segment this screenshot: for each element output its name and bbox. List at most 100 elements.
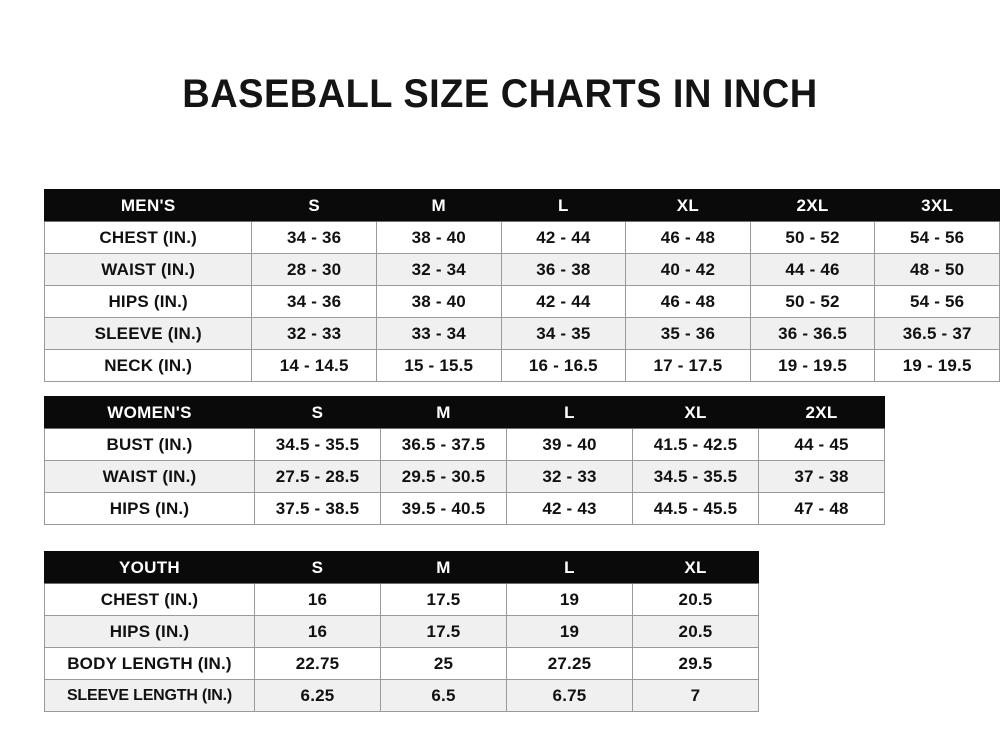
cell-value: 46 - 48 xyxy=(625,285,751,318)
cell-value: 6.5 xyxy=(380,679,507,712)
youth-header-l: L xyxy=(506,551,633,584)
mens-header-3xl: 3XL xyxy=(874,189,1000,222)
cell-value: 39 - 40 xyxy=(506,428,633,461)
mens-header-m: M xyxy=(375,189,502,222)
cell-value: 36 - 38 xyxy=(500,253,627,286)
page-title: BASEBALL SIZE CHARTS IN INCH xyxy=(182,72,818,116)
youth-header-row: YOUTH S M L XL xyxy=(44,551,759,584)
cell-value: 29.5 xyxy=(632,647,759,680)
table-row: WAIST (IN.) 27.5 - 28.5 29.5 - 30.5 32 -… xyxy=(44,460,885,493)
mens-header-l: L xyxy=(500,189,627,222)
cell-value: 17.5 xyxy=(380,583,507,616)
row-label: NECK (IN.) xyxy=(43,349,253,382)
mens-header-s: S xyxy=(251,189,377,222)
womens-header-category: WOMEN'S xyxy=(44,396,255,429)
table-row: CHEST (IN.) 16 17.5 19 20.5 xyxy=(44,583,759,616)
cell-value: 34 - 36 xyxy=(251,221,377,254)
womens-header-s: S xyxy=(254,396,381,429)
cell-value: 7 xyxy=(632,679,759,712)
cell-value: 17.5 xyxy=(380,615,507,648)
cell-value: 15 - 15.5 xyxy=(375,349,502,382)
cell-value: 50 - 52 xyxy=(749,285,876,318)
table-row: HIPS (IN.) 37.5 - 38.5 39.5 - 40.5 42 - … xyxy=(44,492,885,525)
table-row: SLEEVE (IN.) 32 - 33 33 - 34 34 - 35 35 … xyxy=(43,317,1000,350)
cell-value: 19 xyxy=(506,615,633,648)
cell-value: 50 - 52 xyxy=(749,221,876,254)
cell-value: 29.5 - 30.5 xyxy=(380,460,507,493)
row-label: SLEEVE LENGTH (IN.) xyxy=(44,679,255,712)
youth-size-table: YOUTH S M L XL CHEST (IN.) 16 17.5 19 20… xyxy=(44,551,759,712)
cell-value: 40 - 42 xyxy=(625,253,751,286)
cell-value: 37.5 - 38.5 xyxy=(254,492,381,525)
row-label: HIPS (IN.) xyxy=(44,615,255,648)
row-label: BUST (IN.) xyxy=(44,428,255,461)
womens-table-body: BUST (IN.) 34.5 - 35.5 36.5 - 37.5 39 - … xyxy=(44,428,885,525)
cell-value: 34 - 35 xyxy=(500,317,627,350)
cell-value: 17 - 17.5 xyxy=(625,349,751,382)
table-row: HIPS (IN.) 16 17.5 19 20.5 xyxy=(44,615,759,648)
cell-value: 20.5 xyxy=(632,615,759,648)
cell-value: 27.5 - 28.5 xyxy=(254,460,381,493)
mens-header-2xl: 2XL xyxy=(749,189,876,222)
cell-value: 54 - 56 xyxy=(874,285,1000,318)
youth-table-body: CHEST (IN.) 16 17.5 19 20.5 HIPS (IN.) 1… xyxy=(44,583,759,712)
cell-value: 19 - 19.5 xyxy=(749,349,876,382)
row-label: BODY LENGTH (IN.) xyxy=(44,647,255,680)
table-row: HIPS (IN.) 34 - 36 38 - 40 42 - 44 46 - … xyxy=(43,285,1000,318)
youth-header-s: S xyxy=(254,551,381,584)
cell-value: 20.5 xyxy=(632,583,759,616)
cell-value: 54 - 56 xyxy=(874,221,1000,254)
row-label: SLEEVE (IN.) xyxy=(43,317,253,350)
cell-value: 6.75 xyxy=(506,679,633,712)
cell-value: 19 xyxy=(506,583,633,616)
cell-value: 32 - 34 xyxy=(375,253,502,286)
womens-header-m: M xyxy=(380,396,507,429)
row-label: HIPS (IN.) xyxy=(43,285,253,318)
table-row: CHEST (IN.) 34 - 36 38 - 40 42 - 44 46 -… xyxy=(43,221,1000,254)
row-label: CHEST (IN.) xyxy=(43,221,253,254)
cell-value: 16 xyxy=(254,583,381,616)
row-label: WAIST (IN.) xyxy=(44,460,255,493)
cell-value: 41.5 - 42.5 xyxy=(632,428,759,461)
cell-value: 33 - 34 xyxy=(375,317,502,350)
mens-header-xl: XL xyxy=(625,189,751,222)
cell-value: 32 - 33 xyxy=(251,317,377,350)
womens-header-2xl: 2XL xyxy=(758,396,885,429)
youth-header-xl: XL xyxy=(632,551,759,584)
cell-value: 19 - 19.5 xyxy=(874,349,1000,382)
cell-value: 38 - 40 xyxy=(375,285,502,318)
mens-size-table: MEN'S S M L XL 2XL 3XL CHEST (IN.) 34 - … xyxy=(43,189,1000,382)
cell-value: 44.5 - 45.5 xyxy=(632,492,759,525)
row-label: WAIST (IN.) xyxy=(43,253,253,286)
table-row: BODY LENGTH (IN.) 22.75 25 27.25 29.5 xyxy=(44,647,759,680)
womens-table-header: WOMEN'S S M L XL 2XL xyxy=(44,396,885,429)
cell-value: 36.5 - 37.5 xyxy=(380,428,507,461)
cell-value: 47 - 48 xyxy=(758,492,885,525)
cell-value: 36.5 - 37 xyxy=(874,317,1000,350)
womens-header-row: WOMEN'S S M L XL 2XL xyxy=(44,396,885,429)
cell-value: 16 - 16.5 xyxy=(500,349,627,382)
table-row: WAIST (IN.) 28 - 30 32 - 34 36 - 38 40 -… xyxy=(43,253,1000,286)
cell-value: 42 - 44 xyxy=(500,221,627,254)
cell-value: 36 - 36.5 xyxy=(749,317,876,350)
cell-value: 38 - 40 xyxy=(375,221,502,254)
cell-value: 14 - 14.5 xyxy=(251,349,377,382)
cell-value: 42 - 44 xyxy=(500,285,627,318)
cell-value: 42 - 43 xyxy=(506,492,633,525)
mens-table-body: CHEST (IN.) 34 - 36 38 - 40 42 - 44 46 -… xyxy=(43,221,1000,382)
womens-header-l: L xyxy=(506,396,633,429)
youth-header-m: M xyxy=(380,551,507,584)
womens-header-xl: XL xyxy=(632,396,759,429)
cell-value: 44 - 46 xyxy=(749,253,876,286)
cell-value: 34.5 - 35.5 xyxy=(254,428,381,461)
table-row: NECK (IN.) 14 - 14.5 15 - 15.5 16 - 16.5… xyxy=(43,349,1000,382)
womens-size-table: WOMEN'S S M L XL 2XL BUST (IN.) 34.5 - 3… xyxy=(44,396,885,525)
cell-value: 46 - 48 xyxy=(625,221,751,254)
cell-value: 34 - 36 xyxy=(251,285,377,318)
cell-value: 16 xyxy=(254,615,381,648)
cell-value: 22.75 xyxy=(254,647,381,680)
table-row: BUST (IN.) 34.5 - 35.5 36.5 - 37.5 39 - … xyxy=(44,428,885,461)
mens-table-header: MEN'S S M L XL 2XL 3XL xyxy=(43,189,1000,222)
cell-value: 37 - 38 xyxy=(758,460,885,493)
